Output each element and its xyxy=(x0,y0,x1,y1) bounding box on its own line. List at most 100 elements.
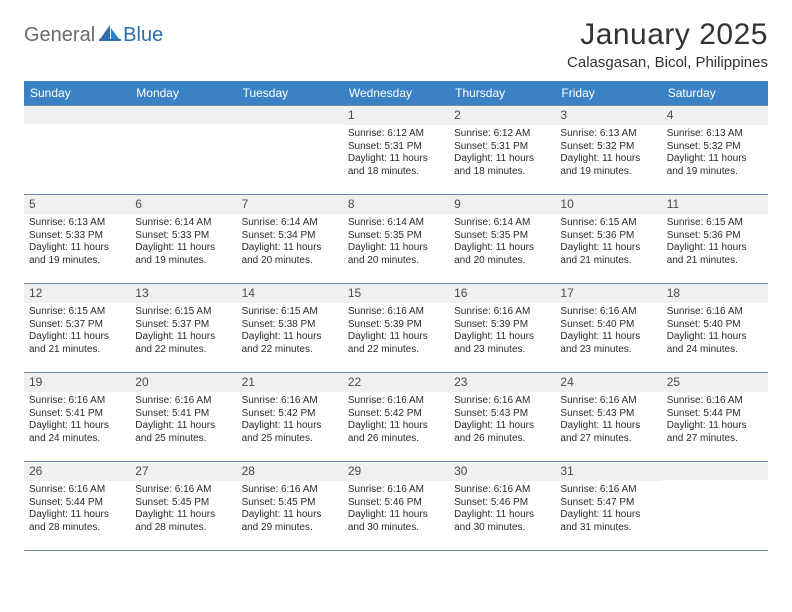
daylight-line: Daylight: 11 hours and 21 minutes. xyxy=(560,242,656,267)
calendar-cell xyxy=(237,106,343,194)
sunset-line: Sunset: 5:35 PM xyxy=(348,230,444,243)
day-details: Sunrise: 6:14 AMSunset: 5:35 PMDaylight:… xyxy=(449,214,555,272)
day-number: 1 xyxy=(343,106,449,125)
sunrise-line: Sunrise: 6:14 AM xyxy=(242,217,338,230)
calendar-row: 5Sunrise: 6:13 AMSunset: 5:33 PMDaylight… xyxy=(24,194,768,283)
sunrise-line: Sunrise: 6:15 AM xyxy=(135,306,231,319)
sunrise-line: Sunrise: 6:16 AM xyxy=(454,395,550,408)
sunset-line: Sunset: 5:32 PM xyxy=(560,141,656,154)
weekday-header-cell: Wednesday xyxy=(343,81,449,105)
daylight-line: Daylight: 11 hours and 20 minutes. xyxy=(348,242,444,267)
day-number: 13 xyxy=(130,284,236,303)
daylight-line: Daylight: 11 hours and 21 minutes. xyxy=(667,242,763,267)
sunset-line: Sunset: 5:42 PM xyxy=(242,408,338,421)
sunset-line: Sunset: 5:32 PM xyxy=(667,141,763,154)
daylight-line: Daylight: 11 hours and 26 minutes. xyxy=(348,420,444,445)
sunset-line: Sunset: 5:35 PM xyxy=(454,230,550,243)
day-number: 8 xyxy=(343,195,449,214)
day-number: 5 xyxy=(24,195,130,214)
sunset-line: Sunset: 5:36 PM xyxy=(560,230,656,243)
sunrise-line: Sunrise: 6:16 AM xyxy=(242,395,338,408)
day-details: Sunrise: 6:13 AMSunset: 5:32 PMDaylight:… xyxy=(662,125,768,183)
daylight-line: Daylight: 11 hours and 19 minutes. xyxy=(560,153,656,178)
day-details: Sunrise: 6:15 AMSunset: 5:36 PMDaylight:… xyxy=(555,214,661,272)
weekday-header-cell: Saturday xyxy=(662,81,768,105)
calendar-cell: 11Sunrise: 6:15 AMSunset: 5:36 PMDayligh… xyxy=(662,195,768,283)
weekday-header-cell: Thursday xyxy=(449,81,555,105)
sunset-line: Sunset: 5:44 PM xyxy=(667,408,763,421)
day-number: 26 xyxy=(24,462,130,481)
daylight-line: Daylight: 11 hours and 19 minutes. xyxy=(667,153,763,178)
daylight-line: Daylight: 11 hours and 28 minutes. xyxy=(135,509,231,534)
calendar-cell: 27Sunrise: 6:16 AMSunset: 5:45 PMDayligh… xyxy=(130,462,236,550)
day-number: 16 xyxy=(449,284,555,303)
calendar-cell: 31Sunrise: 6:16 AMSunset: 5:47 PMDayligh… xyxy=(555,462,661,550)
weekday-header-cell: Sunday xyxy=(24,81,130,105)
day-number: 9 xyxy=(449,195,555,214)
sunset-line: Sunset: 5:31 PM xyxy=(454,141,550,154)
sunrise-line: Sunrise: 6:16 AM xyxy=(242,484,338,497)
sunrise-line: Sunrise: 6:12 AM xyxy=(454,128,550,141)
logo-text-blue: Blue xyxy=(123,24,163,47)
daylight-line: Daylight: 11 hours and 27 minutes. xyxy=(560,420,656,445)
sunset-line: Sunset: 5:39 PM xyxy=(348,319,444,332)
sunrise-line: Sunrise: 6:15 AM xyxy=(667,217,763,230)
sunrise-line: Sunrise: 6:15 AM xyxy=(242,306,338,319)
day-number: 24 xyxy=(555,373,661,392)
calendar-cell: 10Sunrise: 6:15 AMSunset: 5:36 PMDayligh… xyxy=(555,195,661,283)
calendar-cell xyxy=(24,106,130,194)
daylight-line: Daylight: 11 hours and 27 minutes. xyxy=(667,420,763,445)
sunset-line: Sunset: 5:33 PM xyxy=(29,230,125,243)
calendar-cell: 13Sunrise: 6:15 AMSunset: 5:37 PMDayligh… xyxy=(130,284,236,372)
weeks-container: 1 Sunrise: 6:12 AMSunset: 5:31 PM Daylight… xyxy=(24,105,768,551)
day-details: Sunrise: 6:15 AMSunset: 5:36 PMDaylight:… xyxy=(662,214,768,272)
sunset-line: Sunset: 5:43 PM xyxy=(560,408,656,421)
calendar-cell: 15Sunrise: 6:16 AMSunset: 5:39 PMDayligh… xyxy=(343,284,449,372)
sunrise-line: Sunrise: 6:16 AM xyxy=(29,484,125,497)
day-details: Sunrise: 6:16 AMSunset: 5:42 PMDaylight:… xyxy=(237,392,343,450)
sunset-line: Sunset: 5:41 PM xyxy=(29,408,125,421)
day-details: Sunrise: 6:13 AMSunset: 5:33 PMDaylight:… xyxy=(24,214,130,272)
day-details: Sunrise: 6:16 AMSunset: 5:42 PMDaylight:… xyxy=(343,392,449,450)
calendar-cell: 4Sunrise: 6:13 AMSunset: 5:32 PMDaylight… xyxy=(662,106,768,194)
day-number: 18 xyxy=(662,284,768,303)
header: General Blue January 2025 Calasgasan, Bi… xyxy=(24,18,768,71)
sunset-line: Sunset: 5:33 PM xyxy=(135,230,231,243)
sunset-line: Sunset: 5:46 PM xyxy=(348,497,444,510)
sunrise-line: Sunrise: 6:16 AM xyxy=(29,395,125,408)
sunrise-line: Sunrise: 6:16 AM xyxy=(454,306,550,319)
day-details: Sunrise: 6:16 AMSunset: 5:40 PMDaylight:… xyxy=(662,303,768,361)
calendar-cell: 25Sunrise: 6:16 AMSunset: 5:44 PMDayligh… xyxy=(662,373,768,461)
calendar-cell: 28Sunrise: 6:16 AMSunset: 5:45 PMDayligh… xyxy=(237,462,343,550)
day-number: 11 xyxy=(662,195,768,214)
day-details: Sunrise: 6:14 AMSunset: 5:33 PMDaylight:… xyxy=(130,214,236,272)
calendar-cell: 20Sunrise: 6:16 AMSunset: 5:41 PMDayligh… xyxy=(130,373,236,461)
calendar-cell: 22Sunrise: 6:16 AMSunset: 5:42 PMDayligh… xyxy=(343,373,449,461)
daylight-line: Daylight: 11 hours and 29 minutes. xyxy=(242,509,338,534)
daylight-line: Daylight: 11 hours and 19 minutes. xyxy=(29,242,125,267)
day-number: 2 xyxy=(449,106,555,125)
day-number: 6 xyxy=(130,195,236,214)
sunrise-line: Sunrise: 6:16 AM xyxy=(454,484,550,497)
calendar-row: 1 Sunrise: 6:12 AMSunset: 5:31 PM Daylight… xyxy=(24,105,768,194)
sunset-line: Sunset: 5:42 PM xyxy=(348,408,444,421)
daylight-line: Daylight: 11 hours and 23 minutes. xyxy=(454,331,550,356)
calendar-cell: 12Sunrise: 6:15 AMSunset: 5:37 PMDayligh… xyxy=(24,284,130,372)
sunset-line: Sunset: 5:46 PM xyxy=(454,497,550,510)
sunrise-line: Sunrise: 6:16 AM xyxy=(135,484,231,497)
calendar-cell: 7Sunrise: 6:14 AMSunset: 5:34 PMDaylight… xyxy=(237,195,343,283)
day-details: Sunrise: 6:16 AMSunset: 5:47 PMDaylight:… xyxy=(555,481,661,539)
calendar-cell: 14Sunrise: 6:15 AMSunset: 5:38 PMDayligh… xyxy=(237,284,343,372)
empty-day-header xyxy=(662,462,768,480)
day-details: Sunrise: 6:15 AMSunset: 5:37 PMDaylight:… xyxy=(24,303,130,361)
weekday-header-row: SundayMondayTuesdayWednesdayThursdayFrid… xyxy=(24,81,768,105)
daylight-line: Daylight: 11 hours and 30 minutes. xyxy=(348,509,444,534)
daylight-line: Daylight: 11 hours and 31 minutes. xyxy=(560,509,656,534)
daylight-line: Daylight: 11 hours and 22 minutes. xyxy=(348,331,444,356)
day-number: 23 xyxy=(449,373,555,392)
logo: General Blue xyxy=(24,18,163,47)
daylight-line: Daylight: 11 hours and 28 minutes. xyxy=(29,509,125,534)
sunset-line: Sunset: 5:44 PM xyxy=(29,497,125,510)
day-number: 10 xyxy=(555,195,661,214)
location: Calasgasan, Bicol, Philippines xyxy=(567,54,768,71)
